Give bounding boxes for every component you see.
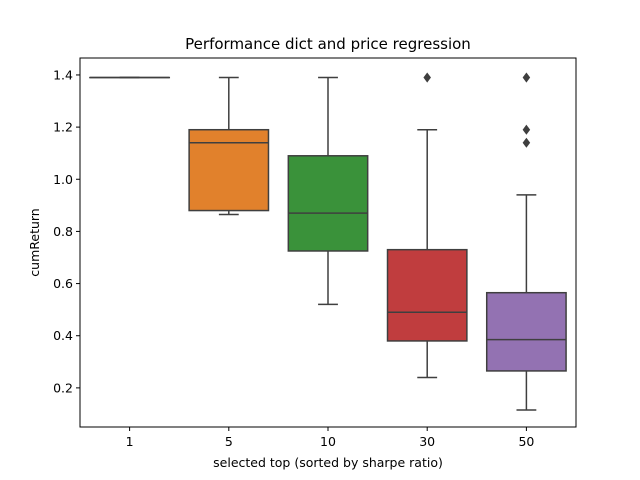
box-5 (188, 128, 270, 212)
box-group-10 (287, 76, 369, 306)
box-30 (386, 248, 468, 342)
y-tick-label: 0.6 (53, 276, 73, 291)
x-tick-label: 50 (518, 434, 534, 449)
x-tick-label: 1 (126, 434, 134, 449)
box-group-5 (188, 76, 270, 216)
chart-title: Performance dict and price regression (185, 35, 471, 53)
y-tick-label: 0.2 (53, 380, 73, 395)
outlier-point (423, 72, 431, 83)
y-tick-label: 1.2 (53, 120, 73, 135)
x-axis-label: selected top (sorted by sharpe ratio) (213, 455, 443, 470)
outlier-point (522, 72, 531, 83)
outlier-point (522, 124, 531, 135)
y-tick-label: 1.0 (53, 172, 73, 187)
box-10 (287, 155, 369, 252)
y-tick-label: 0.4 (53, 328, 73, 343)
plot-area (89, 72, 567, 411)
y-tick-label: 1.4 (53, 67, 73, 82)
x-tick-label: 10 (320, 434, 336, 449)
x-axis: 1 5 10 30 50 (126, 427, 534, 449)
box-group-50 (485, 72, 567, 411)
y-axis: 0.2 0.4 0.6 0.8 1.0 1.2 1.4 (53, 67, 80, 395)
x-tick-label: 5 (225, 434, 233, 449)
outlier-point (522, 137, 531, 148)
y-tick-label: 0.8 (53, 224, 73, 239)
box-group-30 (386, 72, 468, 379)
box-50 (485, 291, 567, 372)
x-tick-label: 30 (419, 434, 435, 449)
y-axis-label: cumReturn (27, 208, 42, 276)
